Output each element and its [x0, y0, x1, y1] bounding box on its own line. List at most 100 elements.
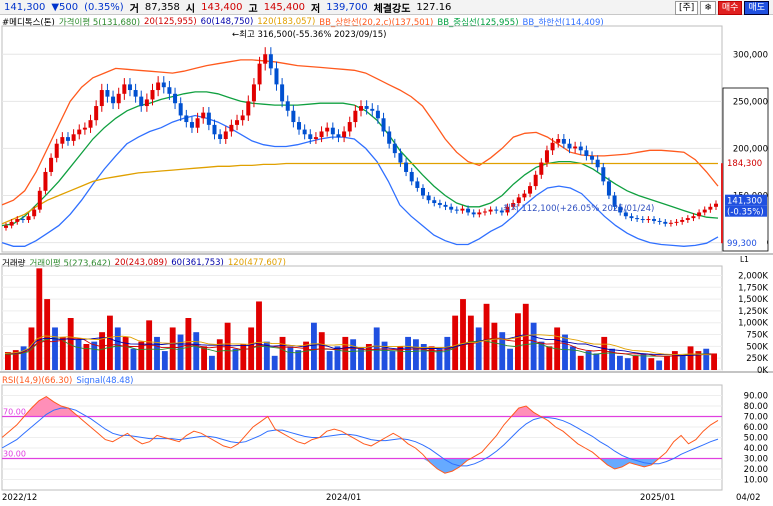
volume-bar: [75, 339, 82, 370]
volume-bar: [530, 322, 537, 370]
volume-bar: [491, 322, 498, 370]
volume-bar: [99, 332, 105, 370]
quote-header: 141,300 ▼500 (0.35%) 거 87,358 시 143,400 …: [0, 0, 773, 15]
volume-tick-label: 1,000K: [738, 319, 768, 329]
rsi-legend-item: Signal(48.48): [76, 376, 134, 386]
open-label: 시: [185, 3, 196, 15]
volume-tick-label: 250K: [746, 354, 768, 364]
volume-bar: [240, 344, 247, 370]
rsi-legend-item: RSI(14,9)(66.30): [2, 376, 73, 386]
candle-body: [697, 212, 702, 217]
volume-tick-label: 0K: [757, 366, 768, 376]
volume-bar: [52, 327, 58, 370]
candle-body: [668, 222, 673, 224]
volume-tick-label: 750K: [746, 331, 768, 341]
volume-bar: [279, 336, 286, 370]
volume-bar: [91, 341, 98, 370]
candle-body: [240, 115, 245, 121]
candle-body: [32, 209, 37, 217]
candle-body: [229, 124, 234, 132]
volume-bar: [295, 350, 302, 370]
volume-bar: [216, 339, 223, 370]
rsi-30-label: 30.00: [3, 450, 26, 459]
volume-bar: [671, 351, 678, 370]
volume-bar: [624, 358, 631, 370]
candle-body: [105, 90, 110, 97]
volume-bar: [263, 341, 270, 370]
candle-body: [189, 122, 194, 128]
candle-body: [291, 110, 296, 123]
volume-bar: [114, 327, 121, 370]
candle-body: [623, 212, 628, 217]
volume-bar: [107, 315, 113, 370]
volume-value: 87,358: [144, 1, 180, 13]
volume-bar: [224, 322, 231, 370]
volume-legend-item: 거래이평 5(273,642): [29, 259, 111, 269]
volume-bar: [373, 327, 380, 370]
candle-body: [297, 122, 302, 130]
candle-body: [15, 219, 20, 222]
volume-bar: [154, 336, 160, 370]
volume-bar: [711, 353, 717, 370]
volume-bar: [326, 351, 333, 370]
price-legend-item: 120(183,057): [257, 17, 316, 27]
candle-body: [353, 110, 358, 123]
candle-body: [336, 134, 341, 138]
volume-bar: [428, 346, 435, 370]
candle-body: [195, 118, 200, 128]
volume-bar: [232, 348, 239, 370]
rsi-tick-label: 20.00: [744, 465, 768, 475]
rsi-zone-fill: [2, 396, 718, 417]
candle-body: [359, 106, 363, 111]
price-change: ▼500: [51, 1, 79, 13]
candle-body: [161, 82, 166, 88]
volume-bar: [585, 351, 592, 370]
rsi-70-label: 70.00: [3, 408, 26, 417]
candle-body: [43, 171, 48, 191]
candle-body: [680, 219, 685, 222]
candle-body: [505, 206, 510, 213]
candle-body: [347, 122, 352, 132]
candle-body: [454, 209, 459, 211]
candle-body: [99, 90, 104, 107]
candle-body: [635, 218, 640, 220]
candle-body: [116, 93, 121, 104]
volume-bar: [436, 348, 443, 370]
candle-body: [460, 208, 465, 211]
volume-bar: [83, 344, 90, 370]
volume-tick-label: 1,500K: [738, 295, 768, 305]
volume-bar: [475, 327, 482, 370]
tag-high: 184,300: [727, 159, 762, 169]
volume-bar: [12, 350, 19, 370]
candle-body: [342, 131, 347, 138]
candle-body: [65, 137, 70, 141]
candle-body: [477, 212, 482, 215]
high-label: 고: [248, 3, 258, 15]
volume-bar: [703, 348, 710, 370]
candle-body: [82, 127, 87, 130]
candle-body: [60, 137, 65, 144]
candle-body: [133, 90, 138, 97]
sell-button[interactable]: 매도: [744, 1, 769, 15]
volume-bar: [193, 332, 200, 370]
candle-body: [94, 106, 99, 121]
stock-type-button[interactable]: [주]: [675, 1, 699, 15]
candle-body: [111, 96, 116, 104]
volume-bar: [67, 318, 74, 370]
volume-bar: [687, 346, 694, 370]
buy-button[interactable]: 매수: [717, 1, 743, 15]
candle-body: [302, 129, 307, 135]
volume-bar: [342, 336, 349, 370]
volume-tick-label: 500K: [746, 342, 768, 352]
price-series-line: [1, 114, 719, 247]
settings-icon[interactable]: ❄: [700, 1, 716, 15]
candle-body: [466, 208, 471, 213]
candle-body: [404, 162, 409, 172]
candle-body: [652, 219, 657, 221]
volume-bar: [609, 348, 615, 370]
candle-body: [313, 137, 318, 139]
candle-body: [522, 193, 527, 198]
candle-body: [708, 206, 713, 210]
low-label: 저: [311, 3, 321, 15]
